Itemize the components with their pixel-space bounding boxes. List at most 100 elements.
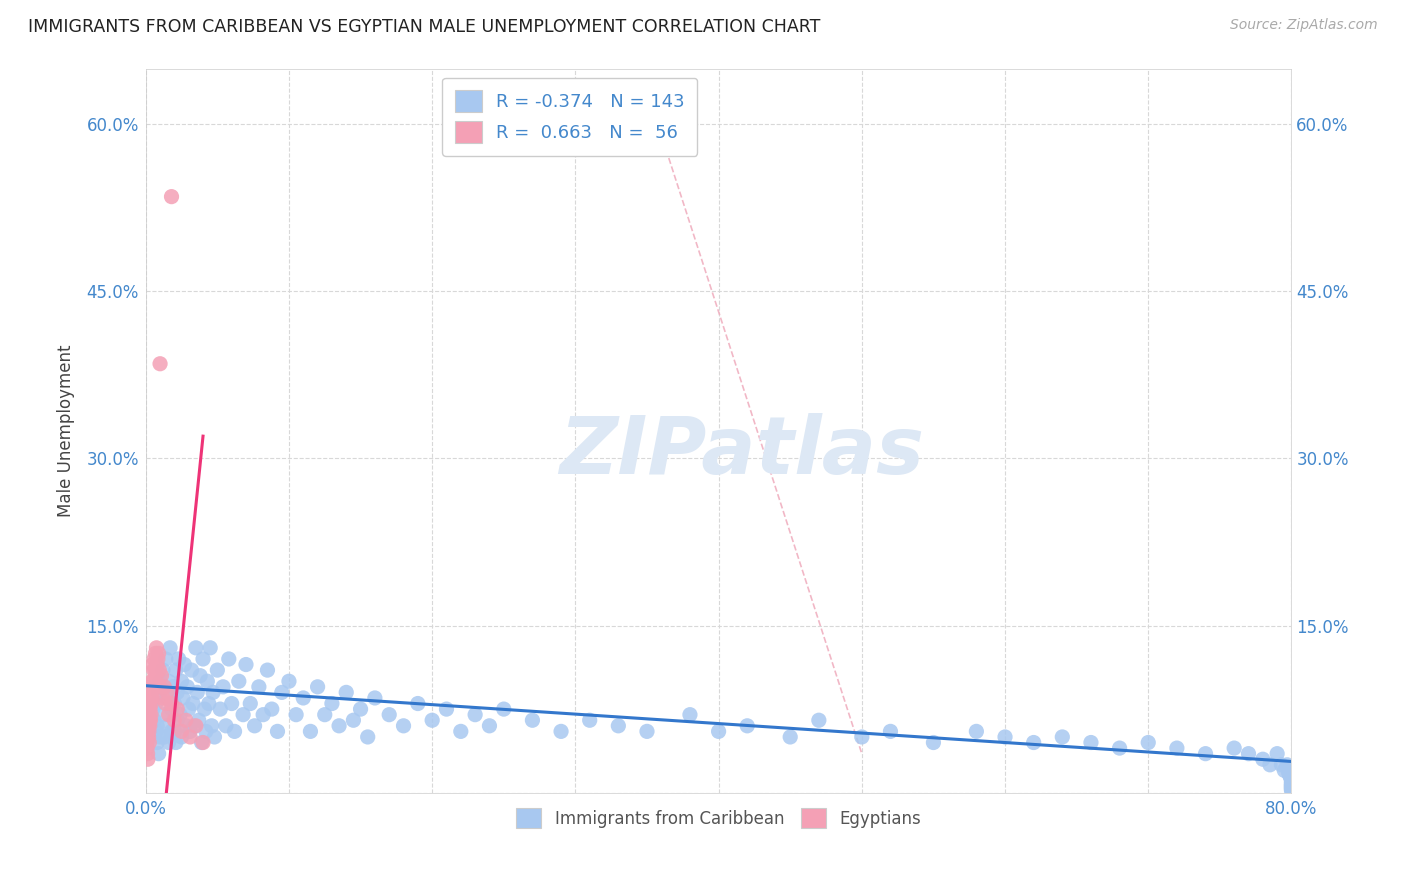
Point — [157, 735, 180, 749]
Point — [1279, 769, 1302, 783]
Point — [138, 707, 160, 722]
Point — [136, 707, 159, 722]
Point — [142, 702, 165, 716]
Point — [136, 713, 159, 727]
Point — [1281, 774, 1303, 789]
Point — [1108, 741, 1130, 756]
Point — [136, 747, 159, 761]
Point — [232, 707, 254, 722]
Point — [179, 730, 201, 744]
Point — [1080, 735, 1102, 749]
Point — [173, 657, 195, 672]
Point — [285, 707, 308, 722]
Point — [153, 730, 176, 744]
Point — [707, 724, 730, 739]
Point — [163, 713, 186, 727]
Point — [851, 730, 873, 744]
Point — [169, 707, 191, 722]
Point — [1251, 752, 1274, 766]
Point — [450, 724, 472, 739]
Point — [159, 640, 181, 655]
Point — [278, 674, 301, 689]
Point — [735, 719, 758, 733]
Point — [292, 690, 315, 705]
Point — [1137, 735, 1160, 749]
Point — [207, 663, 229, 677]
Point — [197, 697, 219, 711]
Point — [138, 735, 160, 749]
Text: Source: ZipAtlas.com: Source: ZipAtlas.com — [1230, 18, 1378, 32]
Point — [1281, 783, 1303, 797]
Point — [679, 707, 702, 722]
Point — [138, 730, 160, 744]
Point — [1275, 757, 1298, 772]
Point — [143, 663, 166, 677]
Point — [392, 719, 415, 733]
Point — [607, 719, 630, 733]
Point — [239, 697, 262, 711]
Point — [349, 702, 371, 716]
Point — [145, 640, 167, 655]
Point — [204, 730, 226, 744]
Point — [1281, 780, 1303, 794]
Point — [1022, 735, 1045, 749]
Point — [155, 697, 177, 711]
Point — [148, 663, 170, 677]
Point — [165, 735, 187, 749]
Point — [224, 724, 246, 739]
Point — [145, 668, 167, 682]
Point — [146, 652, 169, 666]
Point — [149, 730, 172, 744]
Point — [141, 680, 163, 694]
Point — [420, 713, 443, 727]
Point — [176, 680, 198, 694]
Point — [145, 697, 167, 711]
Point — [378, 707, 401, 722]
Point — [256, 663, 278, 677]
Point — [174, 719, 197, 733]
Point — [165, 663, 187, 677]
Point — [138, 697, 160, 711]
Point — [218, 652, 240, 666]
Point — [328, 719, 350, 733]
Legend: Immigrants from Caribbean, Egyptians: Immigrants from Caribbean, Egyptians — [509, 801, 928, 835]
Point — [139, 707, 162, 722]
Point — [167, 652, 190, 666]
Text: ZIPatlas: ZIPatlas — [560, 413, 924, 491]
Point — [406, 697, 429, 711]
Point — [779, 730, 801, 744]
Point — [156, 685, 179, 699]
Point — [1277, 765, 1299, 780]
Point — [879, 724, 901, 739]
Point — [136, 752, 159, 766]
Point — [186, 685, 208, 699]
Point — [321, 697, 343, 711]
Point — [163, 697, 186, 711]
Point — [1223, 741, 1246, 756]
Point — [179, 724, 201, 739]
Point — [139, 702, 162, 716]
Point — [139, 713, 162, 727]
Point — [141, 674, 163, 689]
Point — [209, 702, 232, 716]
Point — [357, 730, 380, 744]
Point — [145, 647, 167, 661]
Point — [156, 719, 179, 733]
Point — [1281, 777, 1303, 791]
Point — [260, 702, 283, 716]
Point — [166, 713, 188, 727]
Point — [314, 707, 336, 722]
Point — [146, 735, 169, 749]
Point — [135, 735, 157, 749]
Point — [202, 685, 225, 699]
Point — [195, 674, 218, 689]
Point — [307, 680, 329, 694]
Point — [181, 697, 204, 711]
Point — [188, 668, 211, 682]
Point — [152, 690, 174, 705]
Point — [184, 640, 207, 655]
Point — [146, 657, 169, 672]
Point — [142, 663, 165, 677]
Point — [335, 685, 357, 699]
Point — [1237, 747, 1260, 761]
